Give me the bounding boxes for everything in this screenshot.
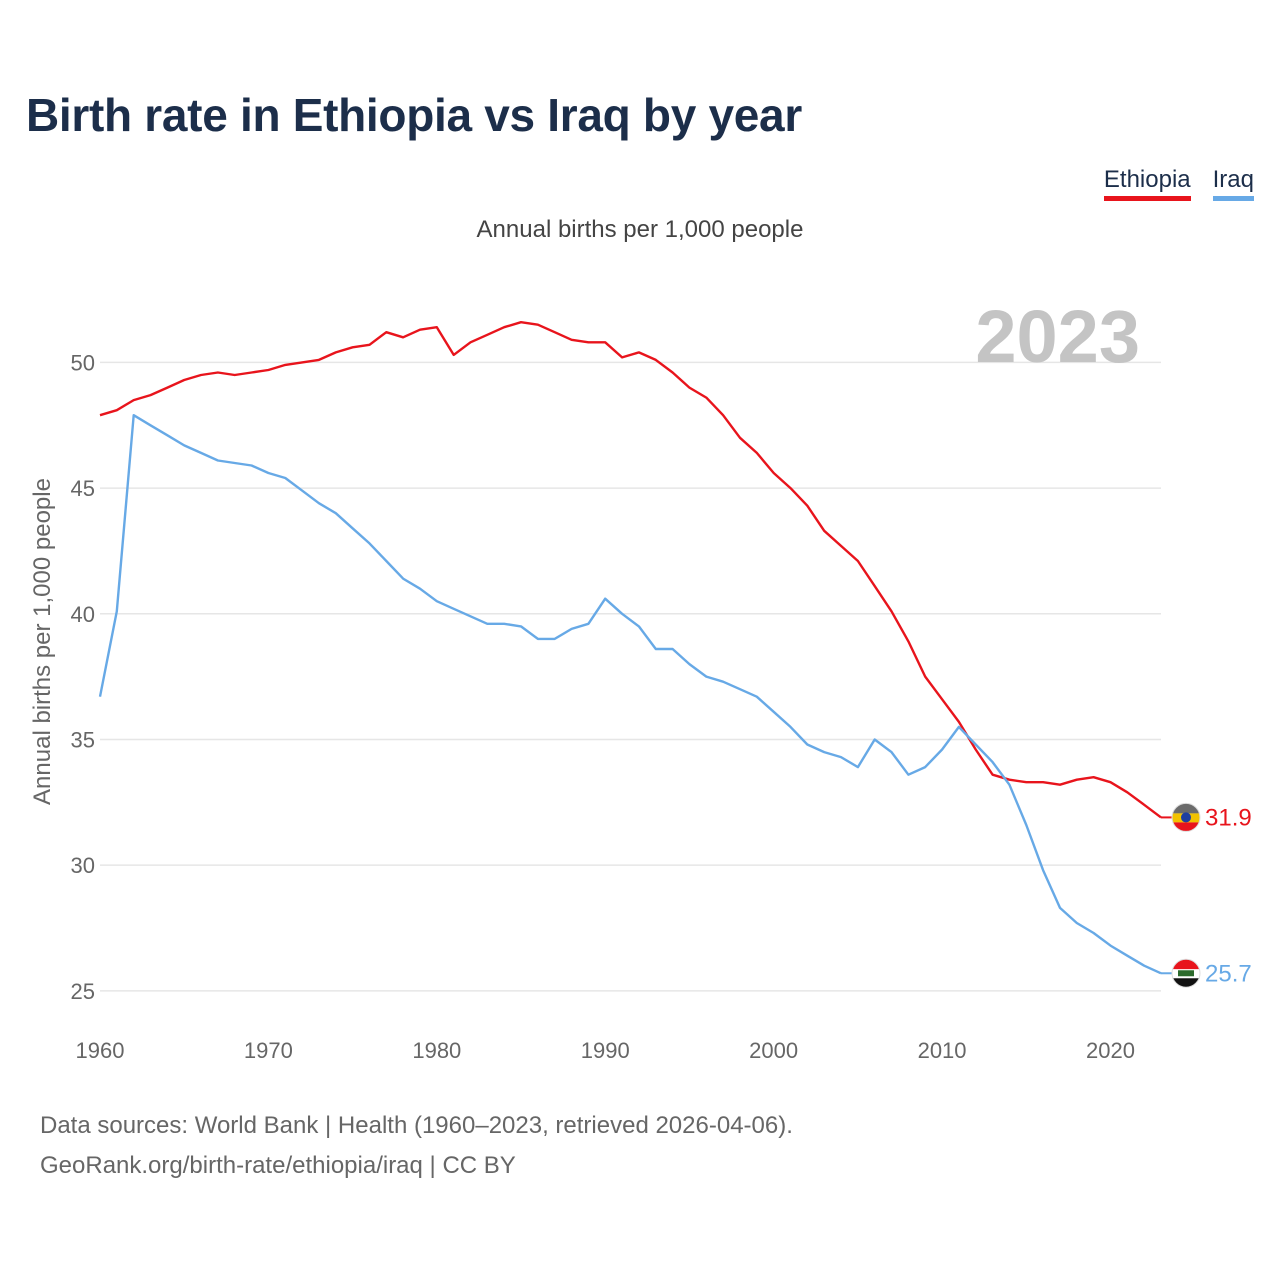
legend: Ethiopia Iraq xyxy=(1103,166,1254,201)
series-line-iraq[interactable] xyxy=(98,414,1162,975)
footer: Data sources: World Bank | Health (1960–… xyxy=(40,1106,793,1186)
legend-item-iraq[interactable]: Iraq xyxy=(1212,166,1254,201)
y-tick-label-35: 35 xyxy=(71,727,95,752)
y-tick-label-40: 40 xyxy=(71,602,95,627)
y-tick-label-30: 30 xyxy=(71,853,95,878)
x-tick-label-1990: 1990 xyxy=(581,1038,630,1063)
y-tick-label-50: 50 xyxy=(71,350,95,375)
source-url-note[interactable]: GeoRank.org/birth-rate/ethiopia/iraq | C… xyxy=(40,1152,516,1179)
series-line-ethiopia[interactable] xyxy=(99,321,1162,819)
year-watermark: 2023 xyxy=(975,295,1140,378)
line-chart: 25 30 35 40 45 50 1960 1970 1980 1990 2000 2010 2020… xyxy=(29,295,1252,1063)
x-tick-label-1980: 1980 xyxy=(412,1038,461,1063)
chart-title: Birth rate in Ethiopia vs Iraq by year xyxy=(26,89,802,141)
legend-item-ethiopia[interactable]: Ethiopia xyxy=(1103,166,1191,201)
end-value-label-iraq: 25.7 xyxy=(1205,960,1252,987)
x-tick-label-2000: 2000 xyxy=(749,1038,798,1063)
data-source-note: Data sources: World Bank | Health (1960–… xyxy=(40,1112,793,1139)
x-tick-label-1970: 1970 xyxy=(244,1038,293,1063)
chart-subtitle: Annual births per 1,000 people xyxy=(476,216,804,243)
y-axis-label: Annual births per 1,000 people xyxy=(29,478,56,805)
x-tick-label-2020: 2020 xyxy=(1086,1038,1135,1063)
x-tick-label-1960: 1960 xyxy=(76,1038,125,1063)
end-value-label-ethiopia: 31.9 xyxy=(1205,804,1252,831)
x-tick-label-2010: 2010 xyxy=(918,1038,967,1063)
ethiopia-flag-icon xyxy=(1171,802,1201,832)
y-tick-label-45: 45 xyxy=(71,476,95,501)
iraq-flag-icon xyxy=(1171,958,1201,988)
y-tick-label-25: 25 xyxy=(71,979,95,1004)
